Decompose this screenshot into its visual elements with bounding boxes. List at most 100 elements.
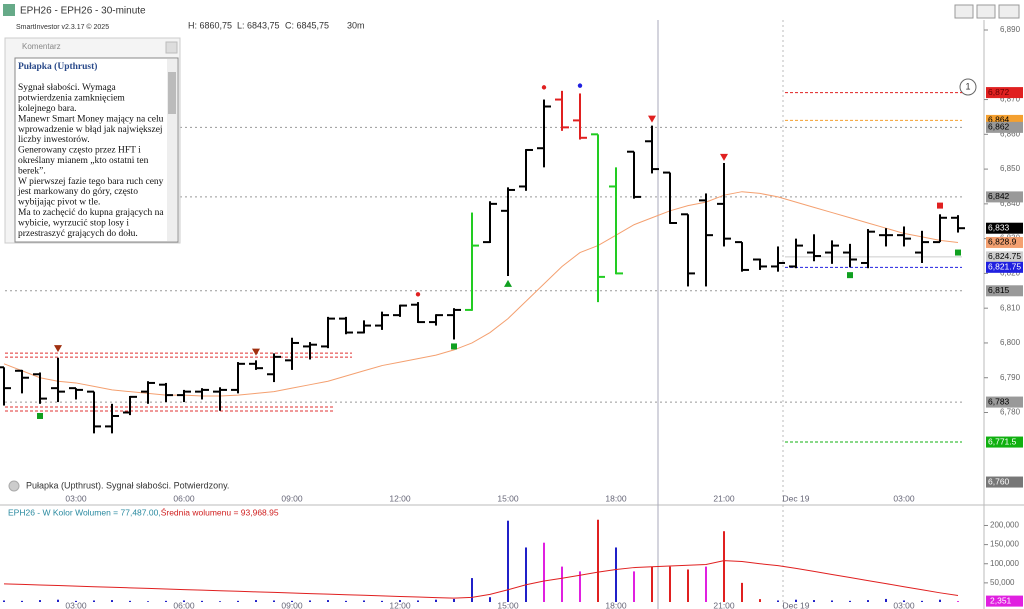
interval: 30m [347,20,365,30]
level-label: 6,872 [988,87,1010,97]
window-buttons[interactable] [954,4,1020,19]
volume-bar [669,566,671,602]
volume-bar [939,599,941,602]
volume-bar [255,600,257,602]
volume-bar [363,600,365,602]
volume-bar [21,600,23,602]
comment-line: potwierdzenia zamknięciem [18,94,125,104]
panel-close[interactable] [165,41,178,54]
x-tick-label: 06:00 [173,600,195,609]
level-tag [986,121,1023,133]
last-value-label: 2,351 [990,595,1012,605]
x-tick-label: 03:00 [893,493,915,503]
level-label: 6,864 [988,115,1010,125]
volume-bar [399,600,401,602]
y-tick-label: 6,840 [1000,199,1021,208]
y-tick-label: 6,850 [1000,164,1021,173]
x-tick-label: 12:00 [389,600,411,609]
volume-bar [849,600,851,602]
volume-bar [741,582,743,602]
signal-square [37,412,43,419]
volume-bar [921,600,923,602]
volume-bar [489,597,491,602]
ohlc-close: C: 6845,75 [285,20,329,30]
y-tick-label: 6,870 [1000,95,1021,104]
close-button[interactable] [998,4,1020,19]
comment-line: Ma to zachęcić do kupna grających na [18,208,164,218]
comment-line: przestraszyć grających do dołu. [18,229,138,239]
volume-bar [201,600,203,602]
volume-bar [597,519,599,602]
volume-bar [147,601,149,602]
y-tick-label: 200,000 [990,521,1019,530]
volume-bar [525,547,527,602]
level-tag [986,191,1023,203]
volume-bar [219,601,221,602]
level-tag [986,396,1023,408]
level-tag [986,261,1023,273]
level-tag [986,436,1023,448]
level-tag [986,114,1023,126]
volume-bar [687,569,689,602]
maximize-button[interactable] [976,4,996,19]
level-tag [986,285,1023,297]
signal-square [451,343,457,350]
x-tick-label: 18:00 [605,600,627,609]
volume-bar [903,600,905,602]
x-tick-label: 12:00 [389,493,411,503]
comment-line: wybicie, wyrzucić stop losy i [18,218,129,228]
volume-bar [3,600,5,602]
signal-triangle [720,153,728,161]
y-tick-label: 6,790 [1000,373,1021,382]
y-tick-label: 6,800 [1000,338,1021,347]
level-label: 6,842 [988,191,1010,201]
volume-bar [615,547,617,602]
x-tick-label: 09:00 [281,600,303,609]
volume-bar [237,600,239,602]
volume-bar [723,531,725,602]
volume-bar [165,600,167,602]
level-label: 6,760 [988,476,1010,486]
volume-bar [867,600,869,602]
volume-bar [885,598,887,602]
x-tick-label: 18:00 [605,493,627,503]
signal-triangle [504,279,512,287]
ohlc-high: H: 6860,75 [188,20,232,30]
volume-bar [291,600,293,602]
panel-title: Komentarz [22,42,61,51]
volume-bar [435,599,437,602]
signal-dot [541,85,547,90]
y-tick-label: 150,000 [990,540,1019,549]
scrollbar[interactable] [167,59,177,241]
x-tick-label: 06:00 [173,493,195,503]
level-tag [986,87,1023,99]
x-tick-label: 21:00 [713,600,735,609]
app-icon [3,4,15,16]
volume-bar [39,600,41,602]
volume-bar [507,520,509,602]
volume-bar [93,600,95,602]
volume-bar [543,542,545,602]
level-label: 6,783 [988,396,1010,406]
volume-bar [183,600,185,602]
volume-bar [759,599,761,602]
text-box [14,57,179,243]
x-tick-label: 03:00 [893,600,915,609]
scroll-thumb[interactable] [168,72,176,114]
signal-dot [415,292,421,297]
marker-circle [959,78,977,96]
minimize-button[interactable] [954,4,974,19]
level-tag [986,236,1023,248]
volume-bar [417,600,419,602]
y-tick-label: 50,000 [990,578,1015,587]
signal-square [847,272,853,279]
signal-square [955,249,961,256]
signal-triangle [252,348,260,356]
x-tick-label: Dec 19 [783,600,810,609]
volume-bar [813,600,815,602]
panel-heading: Pułapka (Upthrust) [18,61,97,72]
volume-bar [795,599,797,602]
signal-dot [577,83,583,88]
x-tick-label: 15:00 [497,493,519,503]
x-tick-label: 21:00 [713,493,735,503]
